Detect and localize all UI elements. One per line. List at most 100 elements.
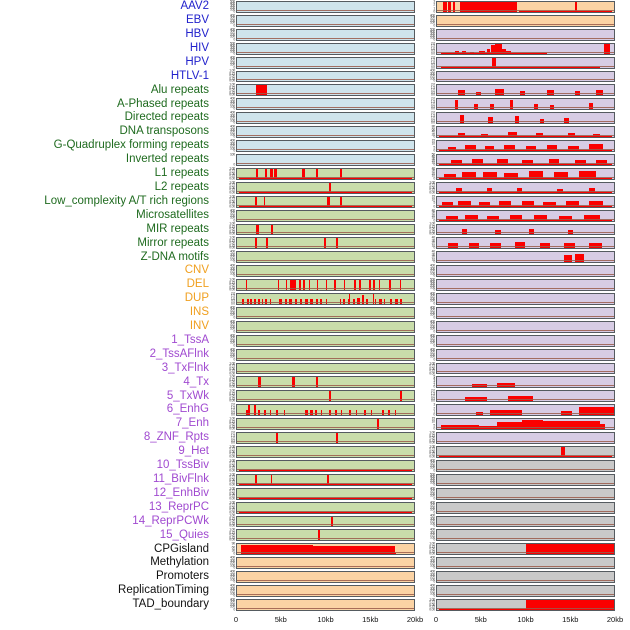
track-plot-area[interactable] [236, 70, 415, 83]
track-plot-area[interactable] [436, 56, 615, 69]
track-plot-area[interactable] [436, 418, 615, 431]
track-plot-area[interactable] [236, 348, 415, 361]
track-plot-area[interactable] [436, 362, 615, 375]
track-plot-area[interactable] [436, 167, 615, 180]
track-label-htlv-1[interactable]: HTLV-1 [170, 69, 209, 82]
track-plot-area[interactable] [236, 1, 415, 13]
track-plot-area[interactable] [236, 167, 415, 180]
track-plot-area[interactable] [236, 376, 415, 389]
track-plot-area[interactable] [436, 515, 615, 528]
track-plot-area[interactable] [236, 585, 415, 597]
track-plot-area[interactable] [236, 543, 415, 556]
track-label-l2-repeats[interactable]: L2 repeats [154, 180, 209, 193]
track-plot-area[interactable] [436, 84, 615, 97]
track-plot-area[interactable] [236, 84, 415, 97]
track-plot-area[interactable] [236, 153, 415, 166]
track-plot-area[interactable] [236, 529, 415, 542]
track-plot-area[interactable] [236, 459, 415, 472]
track-label-5-txwk[interactable]: 5_TxWk [166, 389, 209, 402]
track-plot-area[interactable] [236, 112, 415, 125]
track-plot-area[interactable] [236, 418, 415, 431]
track-plot-area[interactable] [236, 251, 415, 264]
track-label-inv[interactable]: INV [189, 320, 209, 333]
track-label-directed-repeats[interactable]: Directed repeats [124, 111, 209, 124]
track-plot-area[interactable] [236, 362, 415, 375]
track-plot-area[interactable] [236, 306, 415, 319]
track-plot-area[interactable] [236, 181, 415, 194]
track-plot-area[interactable] [236, 390, 415, 403]
track-plot-area[interactable] [436, 446, 615, 458]
track-plot-area[interactable] [236, 223, 415, 236]
track-plot-area[interactable] [436, 223, 615, 236]
track-plot-area[interactable] [236, 598, 415, 611]
track-plot-area[interactable] [436, 501, 615, 514]
track-label-promoters[interactable]: Promoters [155, 570, 209, 583]
track-plot-area[interactable] [436, 265, 615, 278]
track-plot-area[interactable] [436, 571, 615, 584]
track-label-8-znf-rpts[interactable]: 8_ZNF_Rpts [143, 431, 209, 444]
track-plot-area[interactable] [236, 279, 415, 292]
track-label-microsatellites[interactable]: Microsatellites [136, 208, 209, 221]
track-plot-area[interactable] [436, 376, 615, 389]
track-plot-area[interactable] [236, 56, 415, 69]
track-label-mirror-repeats[interactable]: Mirror repeats [137, 236, 209, 249]
track-label-z-dna-motifs[interactable]: Z-DNA motifs [140, 250, 209, 263]
track-label-mir-repeats[interactable]: MIR repeats [146, 222, 209, 235]
track-plot-area[interactable] [436, 42, 615, 55]
track-plot-area[interactable] [436, 112, 615, 125]
track-label-11-bivflnk[interactable]: 11_BivFlnk [152, 473, 209, 486]
track-plot-area[interactable] [436, 293, 615, 305]
track-plot-area[interactable] [236, 320, 415, 333]
track-plot-area[interactable] [236, 140, 415, 152]
track-plot-area[interactable] [236, 237, 415, 250]
track-label-14-reprpcwk[interactable]: 14_ReprPCWk [132, 514, 209, 527]
track-label-dup[interactable]: DUP [184, 292, 209, 305]
track-label-aav2[interactable]: AAV2 [180, 0, 209, 13]
track-plot-area[interactable] [236, 293, 415, 305]
track-plot-area[interactable] [436, 487, 615, 500]
track-label-12-enhbiv[interactable]: 12_EnhBiv [153, 486, 209, 499]
track-plot-area[interactable] [236, 432, 415, 444]
track-plot-area[interactable] [436, 98, 615, 111]
track-plot-area[interactable] [236, 265, 415, 278]
track-plot-area[interactable] [436, 557, 615, 570]
track-label-hpv[interactable]: HPV [185, 55, 209, 68]
track-plot-area[interactable] [236, 28, 415, 41]
track-label-3-txflnk[interactable]: 3_TxFlnk [161, 361, 209, 374]
track-plot-area[interactable] [436, 181, 615, 194]
track-label-hiv[interactable]: HIV [189, 41, 209, 54]
track-label-10-tssbiv[interactable]: 10_TssBiv [156, 459, 209, 472]
track-label-1-tssa[interactable]: 1_TssA [171, 333, 209, 346]
track-plot-area[interactable] [236, 98, 415, 111]
track-plot-area[interactable] [436, 209, 615, 222]
track-label-replicationtiming[interactable]: ReplicationTiming [118, 584, 209, 597]
track-plot-area[interactable] [436, 306, 615, 319]
track-label-9-het[interactable]: 9_Het [178, 445, 209, 458]
track-plot-area[interactable] [436, 334, 615, 347]
track-plot-area[interactable] [436, 473, 615, 486]
track-plot-area[interactable] [236, 473, 415, 486]
track-plot-area[interactable] [236, 195, 415, 208]
track-plot-area[interactable] [436, 529, 615, 542]
track-plot-area[interactable] [236, 515, 415, 528]
track-label-ins[interactable]: INS [189, 306, 209, 319]
track-label-7-enh[interactable]: 7_Enh [175, 417, 209, 430]
track-label-a-phased-repeats[interactable]: A-Phased repeats [116, 97, 209, 110]
track-label-ebv[interactable]: EBV [185, 14, 209, 27]
track-plot-area[interactable] [436, 320, 615, 333]
track-plot-area[interactable] [236, 209, 415, 222]
track-plot-area[interactable] [436, 237, 615, 250]
track-plot-area[interactable] [436, 140, 615, 152]
track-label-cnv[interactable]: CNV [184, 264, 209, 277]
track-plot-area[interactable] [436, 585, 615, 597]
track-plot-area[interactable] [236, 126, 415, 139]
track-label-15-quies[interactable]: 15_Quies [159, 528, 209, 541]
track-plot-area[interactable] [436, 404, 615, 417]
track-plot-area[interactable] [436, 459, 615, 472]
track-plot-area[interactable] [436, 543, 615, 556]
track-plot-area[interactable] [236, 487, 415, 500]
track-plot-area[interactable] [436, 432, 615, 444]
track-label-inverted-repeats[interactable]: Inverted repeats [125, 153, 209, 166]
track-plot-area[interactable] [236, 14, 415, 27]
track-plot-area[interactable] [436, 70, 615, 83]
